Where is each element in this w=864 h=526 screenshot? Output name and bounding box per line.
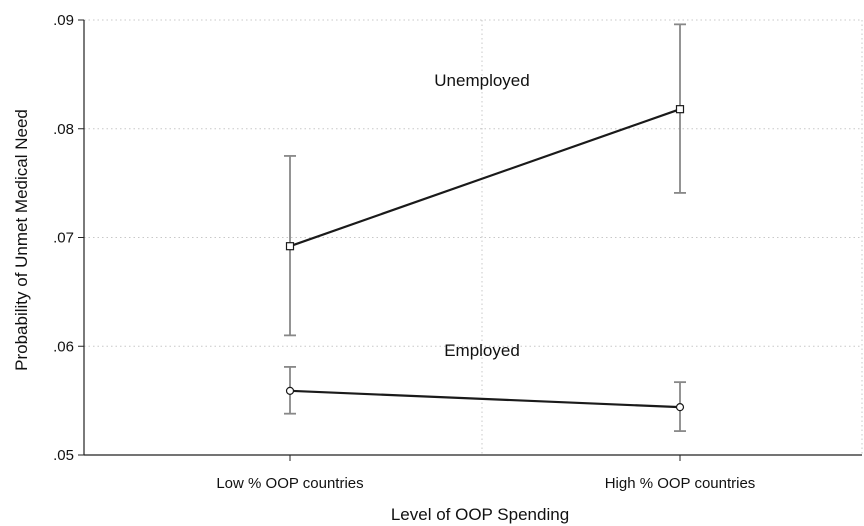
y-axis-title: Probability of Unmet Medical Need [12,109,31,371]
y-tick-label: .07 [53,230,74,247]
series-lines [289,108,681,409]
data-point-unemployed [285,242,295,251]
labels: Probability of Unmet Medical Need Level … [12,12,755,524]
x-tick-label: High % OOP countries [605,475,756,492]
x-tick-label: Low % OOP countries [216,475,363,492]
y-tick-label: .05 [53,447,74,464]
data-point-unemployed [675,105,685,114]
y-tick-label: .06 [53,338,74,355]
x-axis-title: Level of OOP Spending [391,505,569,524]
y-tick-label: .08 [53,121,74,138]
series-label-unemployed: Unemployed [434,71,529,90]
series-line-employed [289,389,681,409]
data-point-employed [675,403,685,412]
axes [78,19,862,461]
series-markers [285,105,685,412]
y-tick-label: .09 [53,12,74,29]
series-label-employed: Employed [444,341,520,360]
grid-lines [84,19,863,455]
data-point-employed [285,386,295,395]
series-line-unemployed [289,108,681,248]
